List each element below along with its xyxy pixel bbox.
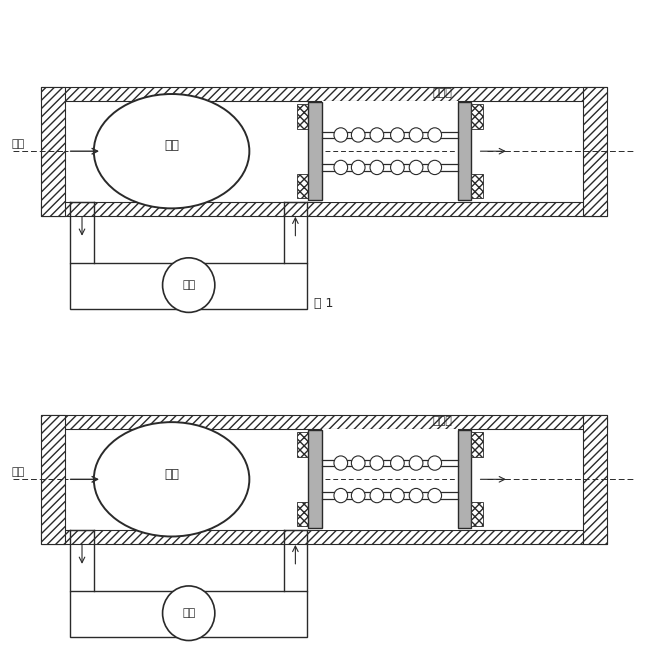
Text: 副表: 副表 (182, 280, 195, 290)
Bar (322, 429, 457, 530)
Circle shape (370, 160, 384, 174)
Ellipse shape (94, 422, 249, 536)
Bar (65, 429, 583, 530)
Circle shape (163, 586, 215, 640)
Circle shape (334, 456, 347, 470)
Circle shape (391, 160, 404, 174)
Text: 转换阀: 转换阀 (433, 416, 453, 426)
Circle shape (351, 456, 365, 470)
Bar (70, 591, 307, 637)
Bar (297, 432, 308, 457)
Circle shape (410, 489, 423, 503)
Text: 主表: 主表 (164, 139, 179, 152)
Bar (41, 530, 607, 544)
Circle shape (428, 160, 441, 174)
Bar (297, 502, 308, 526)
Bar (472, 432, 483, 457)
Bar (41, 87, 607, 101)
Text: 转换阀: 转换阀 (433, 88, 453, 97)
Text: 副表: 副表 (182, 608, 195, 618)
Circle shape (391, 456, 404, 470)
Circle shape (428, 456, 441, 470)
Circle shape (370, 128, 384, 142)
Circle shape (428, 489, 441, 503)
Circle shape (351, 128, 365, 142)
Bar (457, 102, 472, 200)
Bar (297, 104, 308, 129)
Circle shape (410, 456, 423, 470)
Bar (583, 87, 607, 216)
Bar (472, 502, 483, 526)
Circle shape (370, 489, 384, 503)
Bar (297, 174, 308, 198)
Bar (70, 263, 307, 309)
Bar (472, 174, 483, 198)
Circle shape (351, 489, 365, 503)
Bar (308, 430, 322, 528)
Bar (308, 102, 322, 200)
Text: 水流: 水流 (12, 139, 25, 149)
Bar (322, 101, 457, 202)
Bar (41, 202, 607, 216)
Circle shape (391, 128, 404, 142)
Circle shape (163, 258, 215, 312)
Text: 主表: 主表 (164, 467, 179, 481)
Circle shape (334, 128, 347, 142)
Text: 水流: 水流 (12, 467, 25, 477)
Bar (472, 104, 483, 129)
Bar (41, 87, 65, 216)
Bar (583, 414, 607, 544)
Circle shape (351, 160, 365, 174)
Bar (41, 414, 65, 544)
Bar (457, 430, 472, 528)
Circle shape (334, 160, 347, 174)
Ellipse shape (94, 94, 249, 208)
Circle shape (410, 128, 423, 142)
Circle shape (370, 456, 384, 470)
Text: 图 1: 图 1 (314, 298, 334, 310)
Circle shape (410, 160, 423, 174)
Circle shape (428, 128, 441, 142)
Bar (65, 101, 583, 202)
Circle shape (334, 489, 347, 503)
Circle shape (391, 489, 404, 503)
Bar (41, 414, 607, 429)
